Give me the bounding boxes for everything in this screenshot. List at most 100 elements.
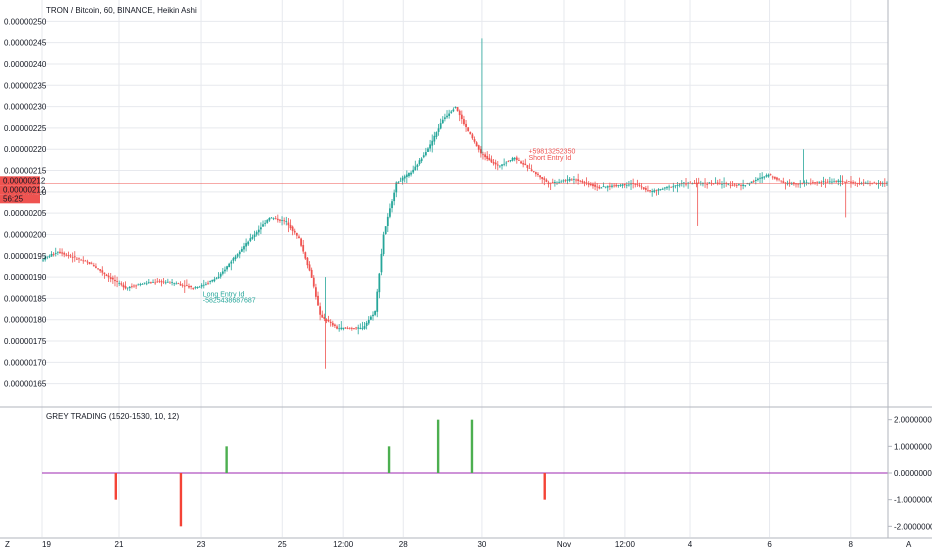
candle-body — [537, 173, 539, 175]
candle-body — [873, 182, 876, 184]
price-axis[interactable]: 0.00000250 0.00000245 0.00000240 0.00000235… — [0, 17, 47, 389]
candle-body — [625, 184, 628, 186]
candle-body — [314, 287, 317, 297]
candle-body — [90, 263, 93, 265]
candle-body — [767, 174, 770, 177]
candle-body — [482, 154, 484, 156]
candle-body — [721, 183, 723, 185]
candle-body — [790, 183, 793, 185]
candle-body — [488, 157, 491, 161]
oscillator-title: GREY TRADING (1520-1530, 10, 12) — [46, 412, 179, 421]
candle-body — [429, 144, 432, 149]
candle-body — [141, 283, 144, 285]
candle-body — [232, 258, 235, 261]
candle-body — [795, 183, 797, 185]
candle-body — [638, 185, 641, 186]
candle-body — [116, 281, 118, 282]
candle-body — [520, 161, 522, 164]
candle-body — [135, 285, 138, 287]
candle-body — [448, 113, 451, 116]
candle-body — [759, 177, 761, 179]
price-tick-label: 0.00000185 — [4, 294, 47, 303]
candle-body — [107, 275, 110, 278]
price-pane[interactable]: Long Entry Id-5825438687687 +59813252350S… — [42, 38, 888, 369]
candle-body — [156, 281, 159, 283]
candle-body — [338, 328, 341, 330]
candle-body — [175, 283, 178, 285]
candle-body — [78, 258, 80, 260]
candle-body — [604, 186, 607, 188]
time-tick-label: 12:00 — [333, 540, 354, 549]
candle-body — [465, 123, 467, 128]
price-tick-label: 0.00000190 — [4, 273, 47, 282]
candle-body — [623, 183, 626, 186]
candle-body — [850, 181, 852, 183]
candle-body — [765, 175, 768, 177]
candle-body — [408, 172, 410, 177]
candle-body — [501, 164, 503, 166]
candle-body — [444, 117, 446, 119]
time-tick-label: 12:00 — [615, 540, 636, 549]
candle-body — [649, 190, 651, 192]
candle-body — [329, 321, 332, 323]
candle-body — [177, 283, 180, 285]
candle-body — [103, 272, 106, 275]
last-price-label: 56:25 — [3, 194, 24, 203]
corner-right-label[interactable]: A — [906, 540, 912, 549]
candle-body — [306, 257, 309, 266]
oscillator-pane[interactable] — [42, 419, 888, 527]
candle-body — [323, 316, 326, 319]
candle-body — [446, 115, 448, 118]
candle-body — [657, 189, 660, 191]
candle-body — [431, 140, 434, 146]
candle-body — [169, 282, 171, 284]
candle-body — [575, 179, 577, 181]
candle-body — [143, 282, 146, 284]
time-tick-label: 28 — [399, 540, 408, 549]
price-tick-label: 0.00000225 — [4, 124, 47, 133]
candle-body — [300, 238, 302, 246]
candle-body — [740, 185, 742, 187]
candle-body — [264, 222, 267, 224]
candle-body — [697, 182, 700, 184]
candle-body — [661, 188, 664, 190]
candle-body — [776, 177, 778, 180]
candle-body — [496, 164, 499, 166]
candle-body — [293, 230, 296, 233]
candle-body — [551, 182, 554, 184]
candle-body — [492, 162, 495, 164]
candle-body — [285, 221, 288, 222]
candle-body — [608, 185, 611, 187]
candle-body — [389, 208, 391, 217]
candle-body — [336, 326, 338, 329]
candle-body — [655, 189, 658, 191]
candle-body — [460, 114, 463, 120]
candle-body — [439, 123, 442, 129]
candle-body — [374, 311, 377, 315]
candle-body — [458, 110, 461, 116]
candle-body — [270, 217, 273, 219]
candle-body — [636, 184, 639, 186]
candle-body — [509, 160, 512, 162]
candle-body — [238, 251, 241, 255]
candle-body — [778, 178, 780, 180]
candle-body — [340, 327, 343, 330]
candle-body — [560, 181, 563, 183]
candle-body — [331, 322, 334, 326]
candle-body — [386, 216, 389, 226]
candle-body — [729, 184, 732, 186]
price-tick-label: 0.00000180 — [4, 316, 47, 325]
price-tick-label: 0.00000195 — [4, 252, 47, 261]
candle-body — [784, 182, 787, 184]
candle-body — [344, 327, 347, 329]
candle-body — [573, 179, 575, 180]
candle-body — [541, 177, 544, 179]
candle-body — [139, 284, 142, 285]
candle-body — [289, 224, 292, 229]
time-axis[interactable]: 19 21 23 25 12:00 28 30 Nov 12:00 4 6 8 — [42, 540, 854, 549]
corner-left-label[interactable]: Z — [5, 540, 10, 549]
